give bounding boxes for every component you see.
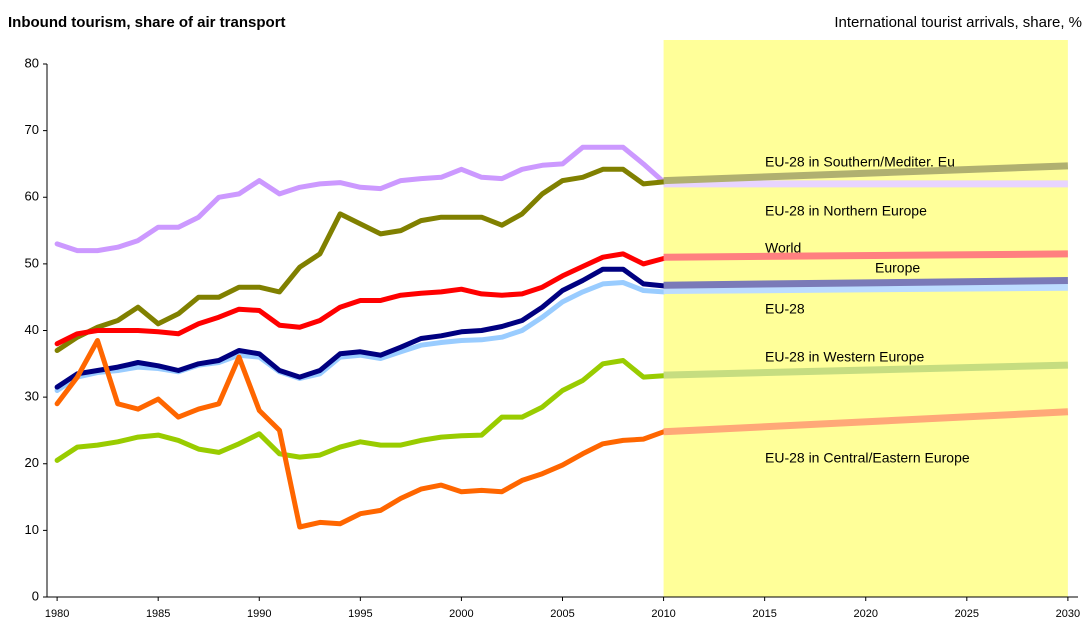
projection-line <box>663 408 1069 436</box>
y-tick-label: 70 <box>25 122 39 137</box>
series-line <box>54 280 667 393</box>
projection-line <box>663 277 1068 289</box>
series-line <box>54 358 667 463</box>
y-tick-label: 50 <box>25 255 39 270</box>
x-tick-label: 2020 <box>853 608 877 620</box>
series-line <box>54 338 667 530</box>
projection-line <box>663 361 1068 379</box>
y-tick-label: 80 <box>25 55 39 70</box>
y-tick-label: 20 <box>25 455 39 470</box>
series-line <box>54 251 667 347</box>
x-tick-label: 2025 <box>955 608 979 620</box>
y-tick-label: 30 <box>25 389 39 404</box>
chart-subtitle: International tourist arrivals, share, % <box>834 14 1082 31</box>
x-tick-label: 2000 <box>449 608 473 620</box>
series-line <box>54 144 667 254</box>
series-label: EU-28 in Western Europe <box>765 349 924 365</box>
x-tick-label: 2015 <box>752 608 776 620</box>
x-tick-label: 1990 <box>247 608 271 620</box>
series-label: Europe <box>875 260 920 276</box>
y-tick-label: 40 <box>25 322 39 337</box>
x-tick-label: 1995 <box>348 608 372 620</box>
projection-line <box>663 162 1069 185</box>
chart-title: Inbound tourism, share of air transport <box>8 14 286 31</box>
series-label: EU-28 in Southern/Mediter. Eu <box>765 154 955 170</box>
x-tick-label: 1985 <box>146 608 170 620</box>
x-tick-label: 2010 <box>651 608 675 620</box>
series-line <box>54 266 667 390</box>
y-tick-label: 60 <box>25 189 39 204</box>
y-tick-label: 0 <box>32 588 39 603</box>
projection-band <box>663 40 1068 597</box>
series-label: EU-28 <box>765 301 805 317</box>
series-label: EU-28 in Central/Eastern Europe <box>765 450 970 466</box>
projection-line <box>663 283 1068 294</box>
x-tick-label: 1980 <box>45 608 69 620</box>
series-label: World <box>765 240 801 256</box>
projection-line <box>663 250 1068 261</box>
series-line <box>54 166 667 353</box>
x-tick-label: 2005 <box>550 608 574 620</box>
x-tick-label: 2030 <box>1056 608 1080 620</box>
y-tick-label: 10 <box>25 522 39 537</box>
series-label: EU-28 in Northern Europe <box>765 203 927 219</box>
